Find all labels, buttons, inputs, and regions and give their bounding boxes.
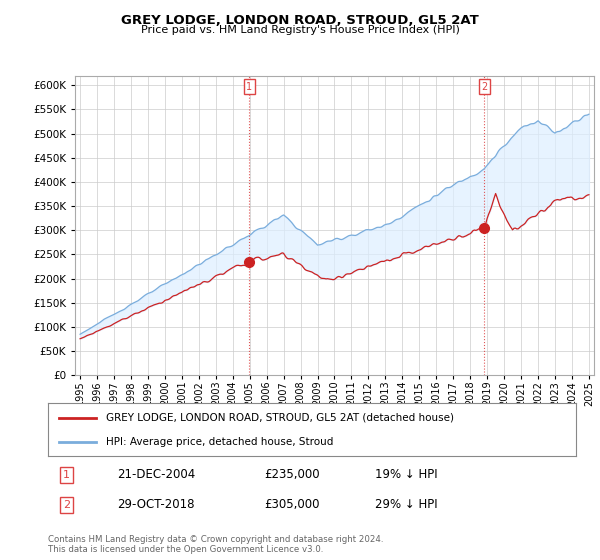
- Text: 2: 2: [481, 82, 487, 92]
- Text: 2: 2: [63, 500, 70, 510]
- Text: GREY LODGE, LONDON ROAD, STROUD, GL5 2AT (detached house): GREY LODGE, LONDON ROAD, STROUD, GL5 2AT…: [106, 413, 454, 423]
- Text: 29-OCT-2018: 29-OCT-2018: [116, 498, 194, 511]
- Text: 1: 1: [246, 82, 252, 92]
- Text: 29% ↓ HPI: 29% ↓ HPI: [376, 498, 438, 511]
- Text: 1: 1: [63, 470, 70, 480]
- Text: HPI: Average price, detached house, Stroud: HPI: Average price, detached house, Stro…: [106, 437, 334, 447]
- Text: GREY LODGE, LONDON ROAD, STROUD, GL5 2AT: GREY LODGE, LONDON ROAD, STROUD, GL5 2AT: [121, 14, 479, 27]
- Text: 21-DEC-2004: 21-DEC-2004: [116, 468, 195, 481]
- Text: 19% ↓ HPI: 19% ↓ HPI: [376, 468, 438, 481]
- Text: £235,000: £235,000: [265, 468, 320, 481]
- Text: Contains HM Land Registry data © Crown copyright and database right 2024.
This d: Contains HM Land Registry data © Crown c…: [48, 535, 383, 554]
- Text: Price paid vs. HM Land Registry's House Price Index (HPI): Price paid vs. HM Land Registry's House …: [140, 25, 460, 35]
- Text: £305,000: £305,000: [265, 498, 320, 511]
